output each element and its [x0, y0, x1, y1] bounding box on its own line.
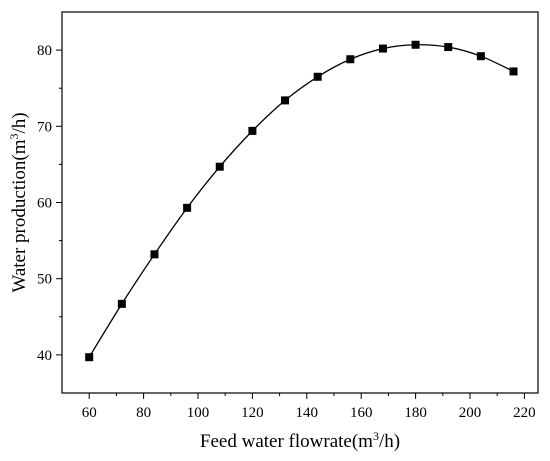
data-point-marker	[378, 44, 387, 53]
x-axis-ticks: 60 80 100 120 140 160 180 200 220	[82, 393, 536, 421]
data-point-marker	[444, 43, 453, 52]
data-point-marker	[183, 203, 192, 212]
plot-area-frame	[61, 11, 539, 394]
data-point-marker	[215, 162, 224, 171]
y-axis-ticks: 40 50 60 70 80	[37, 43, 62, 364]
y-axis-label: Water production(m3/h)	[7, 112, 30, 292]
data-point-marker	[85, 353, 94, 362]
data-point-marker	[248, 126, 257, 135]
data-point-marker	[476, 52, 485, 61]
y-tick-label: 40	[37, 348, 52, 364]
data-point-marker	[117, 299, 126, 308]
x-tick-label: 60	[82, 405, 97, 421]
y-tick-label: 70	[37, 119, 52, 135]
data-point-marker	[150, 250, 159, 259]
data-point-marker	[313, 72, 322, 81]
x-tick-label: 100	[187, 405, 210, 421]
y-tick-label: 60	[37, 196, 52, 212]
x-tick-label: 160	[350, 405, 373, 421]
x-tick-label: 200	[459, 405, 482, 421]
series-layer	[85, 40, 518, 362]
data-point-marker	[509, 67, 518, 76]
x-tick-label: 80	[136, 405, 151, 421]
series-line	[88, 44, 514, 358]
x-tick-label: 180	[404, 405, 427, 421]
y-tick-label: 80	[37, 43, 52, 59]
x-axis-label: Feed water flowrate(m3/h)	[200, 429, 400, 452]
data-point-marker	[281, 96, 290, 105]
x-tick-label: 120	[241, 405, 264, 421]
y-tick-label: 50	[37, 272, 52, 288]
x-tick-label: 220	[513, 405, 536, 421]
x-tick-label: 140	[296, 405, 319, 421]
data-point-marker	[346, 55, 355, 64]
data-point-marker	[411, 40, 420, 49]
